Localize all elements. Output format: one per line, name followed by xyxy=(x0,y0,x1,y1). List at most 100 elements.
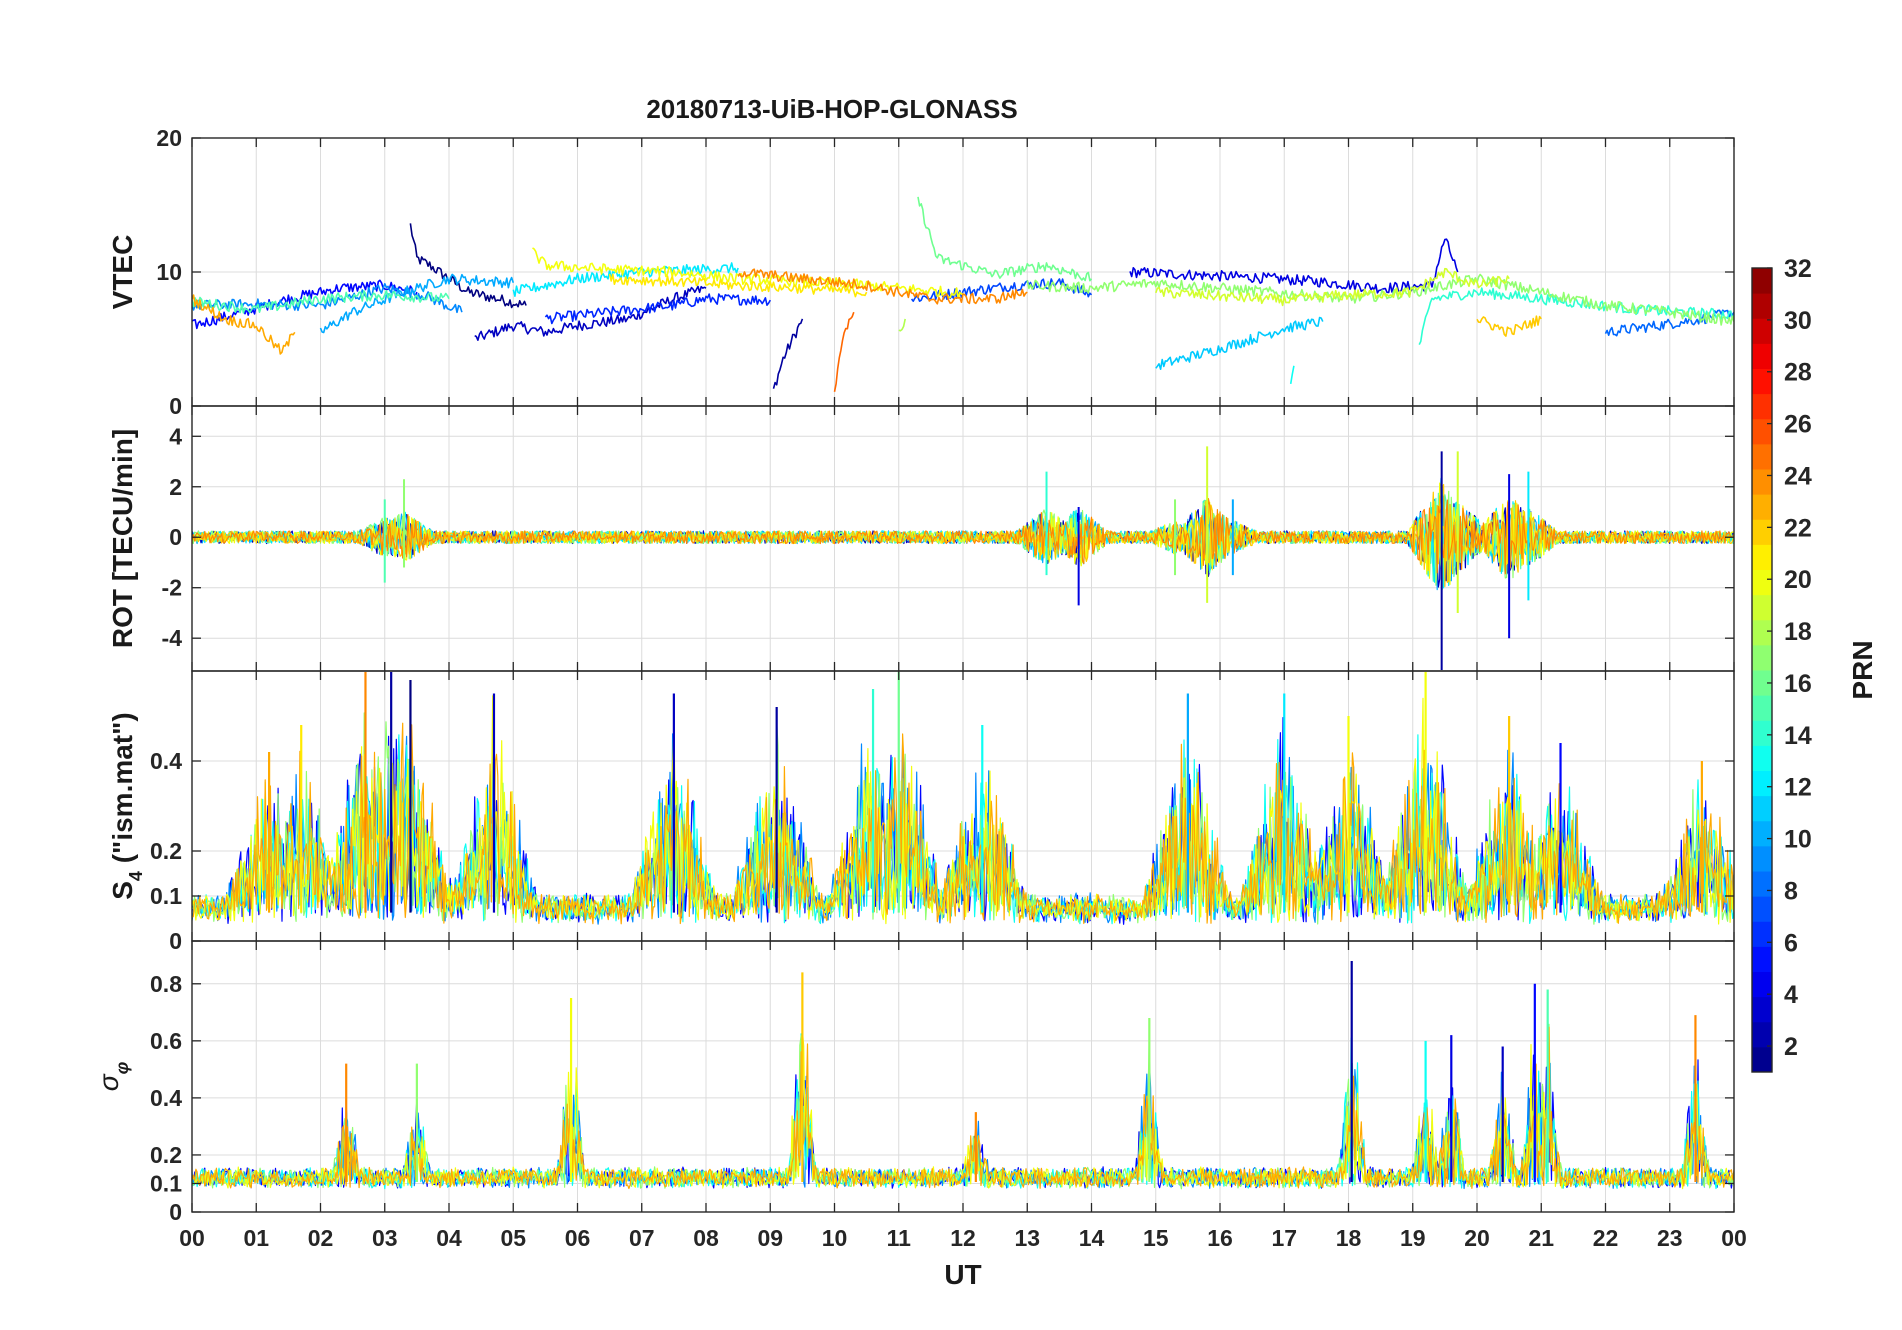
colorbar-tick-label: 6 xyxy=(1784,929,1798,957)
colorbar-swatch xyxy=(1752,1046,1772,1073)
colorbar-swatch xyxy=(1752,996,1772,1023)
x-tick-label: 09 xyxy=(757,1225,783,1251)
rot-data xyxy=(192,446,1734,670)
x-tick-label: 11 xyxy=(887,1225,912,1251)
vtec-series-prn-15 xyxy=(192,289,450,314)
colorbar-swatch xyxy=(1752,343,1772,369)
x-tick-label: 05 xyxy=(500,1225,526,1251)
colorbar-swatch xyxy=(1752,494,1772,520)
s4-y-axis-label: S4 ("ism.mat") xyxy=(107,712,146,900)
vtec-series-prn-6 xyxy=(544,293,771,325)
sigma-data xyxy=(192,960,1734,1190)
colorbar-tick-label: 14 xyxy=(1784,722,1812,750)
colorbar-swatch xyxy=(1752,469,1772,495)
colorbar-swatch xyxy=(1752,519,1772,545)
sigma-ytick-label: 0.1 xyxy=(150,1170,182,1196)
colorbar-swatch xyxy=(1752,971,1772,998)
colorbar-swatch xyxy=(1752,896,1772,922)
x-tick-label: 03 xyxy=(372,1225,398,1251)
vtec-data xyxy=(192,196,1734,392)
x-tick-label: 04 xyxy=(436,1225,462,1251)
colorbar-swatch xyxy=(1752,871,1772,897)
colorbar-swatch xyxy=(1752,820,1772,847)
x-tick-label: 08 xyxy=(693,1225,719,1251)
x-tick-label: 10 xyxy=(822,1225,848,1251)
vtec-series-prn-21 xyxy=(608,273,868,298)
colorbar-swatch xyxy=(1752,1021,1772,1048)
vtec-series-prn-19 xyxy=(1155,267,1510,307)
panel-sigma: 0 0.10.2 0.4 0.6 0.8 σφ xyxy=(93,940,1735,1225)
x-tick-label: 07 xyxy=(629,1225,655,1251)
x-tick-label: 00 xyxy=(179,1225,205,1251)
colorbar-swatch xyxy=(1752,770,1772,797)
s4-series-prn-23 xyxy=(192,722,1734,925)
panel-vtec: 0 10 20 VTEC xyxy=(107,125,1735,419)
x-tick-label: 02 xyxy=(308,1225,334,1251)
colorbar-tick-label: 22 xyxy=(1784,514,1812,542)
sigma-ytick-label: 0 xyxy=(169,1199,182,1225)
colorbar-swatch xyxy=(1752,594,1772,621)
sigma-ytick-label: 0.8 xyxy=(150,971,182,997)
vtec-series-prn-18 xyxy=(898,318,906,332)
sigma-series-prn-23 xyxy=(192,1026,1734,1190)
x-tick-label: 13 xyxy=(1014,1225,1040,1251)
colorbar-swatch xyxy=(1752,946,1772,972)
vtec-series-prn-3 xyxy=(474,285,707,341)
vtec-series-prn-23 xyxy=(192,294,296,355)
vtec-ytick-label: 0 xyxy=(169,393,182,419)
rot-series-prn-20 xyxy=(192,482,1734,585)
rot-ytick-label: -4 xyxy=(162,625,183,651)
colorbar-swatch xyxy=(1752,644,1772,671)
rot-ytick-label: 0 xyxy=(169,524,182,550)
colorbar-tick-label: 24 xyxy=(1784,462,1812,490)
vtec-series-prn-10 xyxy=(319,273,515,334)
x-tick-label: 22 xyxy=(1593,1225,1619,1251)
vtec-y-axis-label: VTEC xyxy=(107,235,138,310)
colorbar-tick-label: 18 xyxy=(1784,618,1812,646)
vtec-series-prn-17 xyxy=(1026,273,1734,326)
x-tick-label: 06 xyxy=(565,1225,591,1251)
x-axis-label: UT xyxy=(944,1259,981,1290)
colorbar-swatch xyxy=(1752,569,1772,596)
vtec-series-prn-5 xyxy=(192,279,418,330)
rot-series-prn-24 xyxy=(192,498,1734,575)
x-tick-labels: 00 01 02 03 04 05 06 07 08 09 10 11 12 13 14 15 16 17 18 19… xyxy=(179,1225,1747,1251)
colorbar-swatch xyxy=(1752,544,1772,570)
colorbar-swatch xyxy=(1752,393,1772,420)
colorbar-swatch xyxy=(1752,720,1772,746)
x-tick-label: 21 xyxy=(1528,1225,1554,1251)
vtec-series-prn-20 xyxy=(532,247,964,300)
colorbar-tick-label: 12 xyxy=(1784,774,1812,802)
x-tick-label: 16 xyxy=(1207,1225,1233,1251)
colorbar-frame xyxy=(1751,267,1773,1073)
colorbar-tick-label: 4 xyxy=(1784,981,1798,1009)
colorbar-swatch xyxy=(1752,619,1772,646)
colorbar-tick-label: 8 xyxy=(1784,877,1798,905)
colorbar-tick-label: 16 xyxy=(1784,670,1812,698)
x-tick-label: 15 xyxy=(1143,1225,1169,1251)
chart-title: 20180713-UiB-HOP-GLONASS xyxy=(646,94,1017,124)
sigma-ytick-label: 0.2 xyxy=(150,1142,182,1168)
rot-ytick-label: 4 xyxy=(169,423,182,449)
colorbar-swatch xyxy=(1752,268,1772,294)
rot-y-axis-label: ROT [TECU/min] xyxy=(107,429,138,648)
s4-ytick-label: 0.1 xyxy=(150,883,182,909)
colorbar-tick-label: 28 xyxy=(1784,359,1812,387)
colorbar-swatch xyxy=(1752,695,1772,721)
vtec-series-prn-25 xyxy=(833,311,855,392)
vtec-series-prn-2 xyxy=(772,318,804,389)
vtec-series-prn-12 xyxy=(512,262,739,297)
vtec-series-prn-4 xyxy=(1129,238,1459,294)
vtec-series-prn-16 xyxy=(917,196,1093,282)
s4-series-prn-20 xyxy=(192,695,1734,925)
s4-ytick-label: 0.4 xyxy=(150,748,182,774)
x-tick-label: 14 xyxy=(1079,1225,1105,1251)
colorbar-swatch xyxy=(1752,745,1772,771)
vtec-ytick-label: 10 xyxy=(156,259,182,285)
x-tick-label: 01 xyxy=(243,1225,269,1251)
s4-data xyxy=(192,672,1734,925)
x-tick-label: 12 xyxy=(950,1225,976,1251)
